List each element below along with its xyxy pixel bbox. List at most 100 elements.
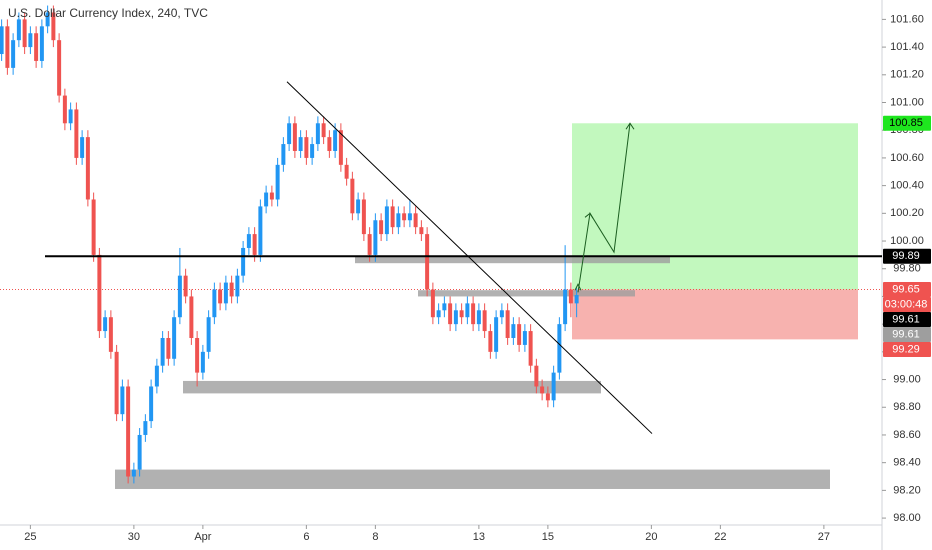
x-tick-label: 20 (645, 531, 657, 543)
support-zone (115, 469, 830, 489)
price-label-box (883, 248, 931, 264)
candle-body (91, 199, 96, 255)
candle-body (551, 372, 556, 401)
candle-body (16, 19, 21, 41)
candle-body (160, 337, 165, 366)
candle-body (540, 386, 545, 394)
axis-layer: 98.0098.2098.4098.6098.8099.0099.2099.40… (24, 13, 931, 543)
candle-body (85, 137, 90, 200)
candle-body (568, 289, 573, 304)
candle-body (488, 331, 493, 352)
candle-body (574, 295, 579, 304)
price-label: 99.61 (892, 328, 920, 340)
y-tick-label: 101.60 (890, 13, 924, 25)
overlay-layer (45, 81, 882, 434)
stop-zone (572, 289, 858, 340)
candle-body (407, 213, 412, 221)
x-tick-label: 22 (714, 531, 726, 543)
candle-body (131, 469, 136, 477)
y-tick-label: 100.40 (890, 180, 924, 192)
candle-body (482, 310, 487, 332)
candle-body (430, 289, 435, 318)
candle-body (195, 337, 200, 373)
candle-body (344, 164, 349, 179)
y-tick-label: 98.00 (893, 512, 921, 524)
candle-body (390, 206, 395, 228)
candle-body (97, 254, 102, 332)
candle-body (120, 386, 125, 415)
trendline (286, 81, 653, 434)
arrow-head (584, 212, 594, 219)
candle-body (367, 234, 372, 255)
x-tick-label: 8 (372, 531, 378, 543)
arrow-head (574, 283, 582, 291)
arrow-head (625, 122, 635, 130)
price-label: 99.65 (892, 283, 920, 295)
y-tick-label: 101.20 (890, 69, 924, 81)
candle-layer (0, 5, 579, 484)
candle-body (413, 213, 418, 228)
y-tick-label: 98.80 (893, 401, 921, 413)
candle-body (235, 275, 240, 297)
candle-body (189, 296, 194, 338)
candle-body (103, 317, 108, 332)
candle-body (281, 144, 286, 165)
candle-body (471, 303, 476, 325)
support-zone (355, 256, 670, 264)
support-zone (418, 290, 635, 297)
candle-body (183, 275, 188, 297)
y-tick-label: 101.00 (890, 96, 924, 108)
price-label: 99.89 (892, 250, 920, 262)
candle-body (143, 421, 148, 435)
y-tick-label: 98.20 (893, 484, 921, 496)
candle-body (218, 289, 223, 304)
candle-body (246, 234, 251, 248)
price-label: 99.61 (892, 313, 920, 325)
candle-body (298, 137, 303, 151)
candle-body (269, 192, 274, 200)
candle-body (321, 123, 326, 138)
y-tick-label: 99.00 (893, 373, 921, 385)
candle-body (465, 303, 470, 318)
candle-body (545, 393, 550, 401)
candle-body (80, 137, 85, 158)
candle-body (126, 386, 131, 477)
x-tick-label: 25 (24, 531, 36, 543)
candle-body (206, 317, 211, 352)
candle-body (149, 386, 154, 422)
candle-body (453, 310, 458, 325)
candle-body (0, 26, 4, 55)
x-tick-label: Apr (194, 531, 211, 543)
candle-body (361, 199, 366, 235)
target-zone (572, 123, 858, 290)
candle-body (287, 123, 292, 145)
support-zone (183, 380, 601, 394)
price-label: 99.29 (892, 343, 920, 355)
x-tick-label: 27 (818, 531, 830, 543)
candle-body (333, 130, 338, 151)
candle-body (528, 331, 533, 366)
candle-body (402, 213, 407, 221)
price-label-box (883, 342, 931, 358)
candle-body (315, 123, 320, 145)
candle-body (327, 137, 332, 151)
candle-body (419, 227, 424, 235)
x-tick-label: 13 (473, 531, 485, 543)
projection-path (577, 123, 631, 293)
y-tick-label: 100.00 (890, 235, 924, 247)
y-tick-label: 98.40 (893, 457, 921, 469)
candle-body (62, 95, 67, 124)
candle-body (252, 234, 257, 255)
x-tick-label: 6 (303, 531, 309, 543)
candle-body (154, 365, 159, 387)
candle-body (57, 40, 62, 96)
candle-body (350, 178, 355, 214)
candle-body (459, 310, 464, 318)
price-label: 03:00:48 (885, 298, 928, 310)
candle-body (5, 26, 10, 68)
candle-body (436, 310, 441, 318)
candle-body (448, 303, 453, 325)
y-tick-label: 99.80 (893, 263, 921, 275)
candle-body (517, 324, 522, 345)
